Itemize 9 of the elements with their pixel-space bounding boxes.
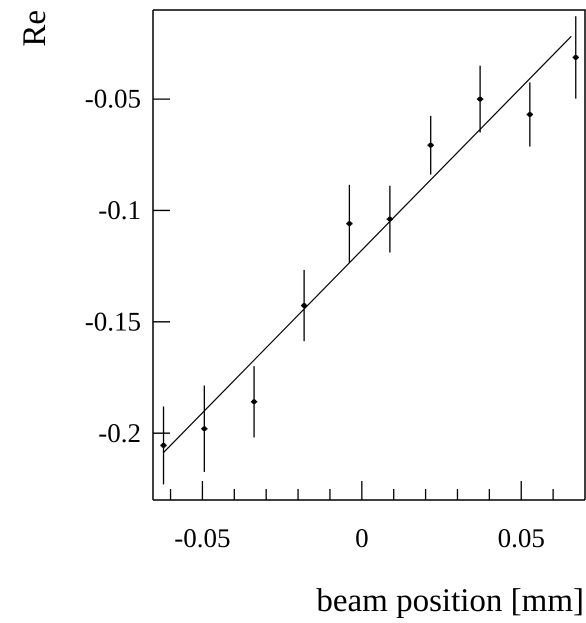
y-tick-label: -0.15 (84, 306, 141, 336)
x-tick-label: -0.05 (174, 523, 231, 554)
y-tick-label: -0.05 (84, 84, 141, 114)
y-axis-title: Re (17, 10, 53, 47)
x-tick-label: 0.05 (498, 523, 545, 554)
x-axis-title: beam position [mm] (316, 583, 584, 619)
y-tick-label: -0.2 (98, 418, 141, 448)
x-tick-label: 0 (355, 523, 369, 554)
y-tick-label: -0.1 (98, 195, 141, 226)
